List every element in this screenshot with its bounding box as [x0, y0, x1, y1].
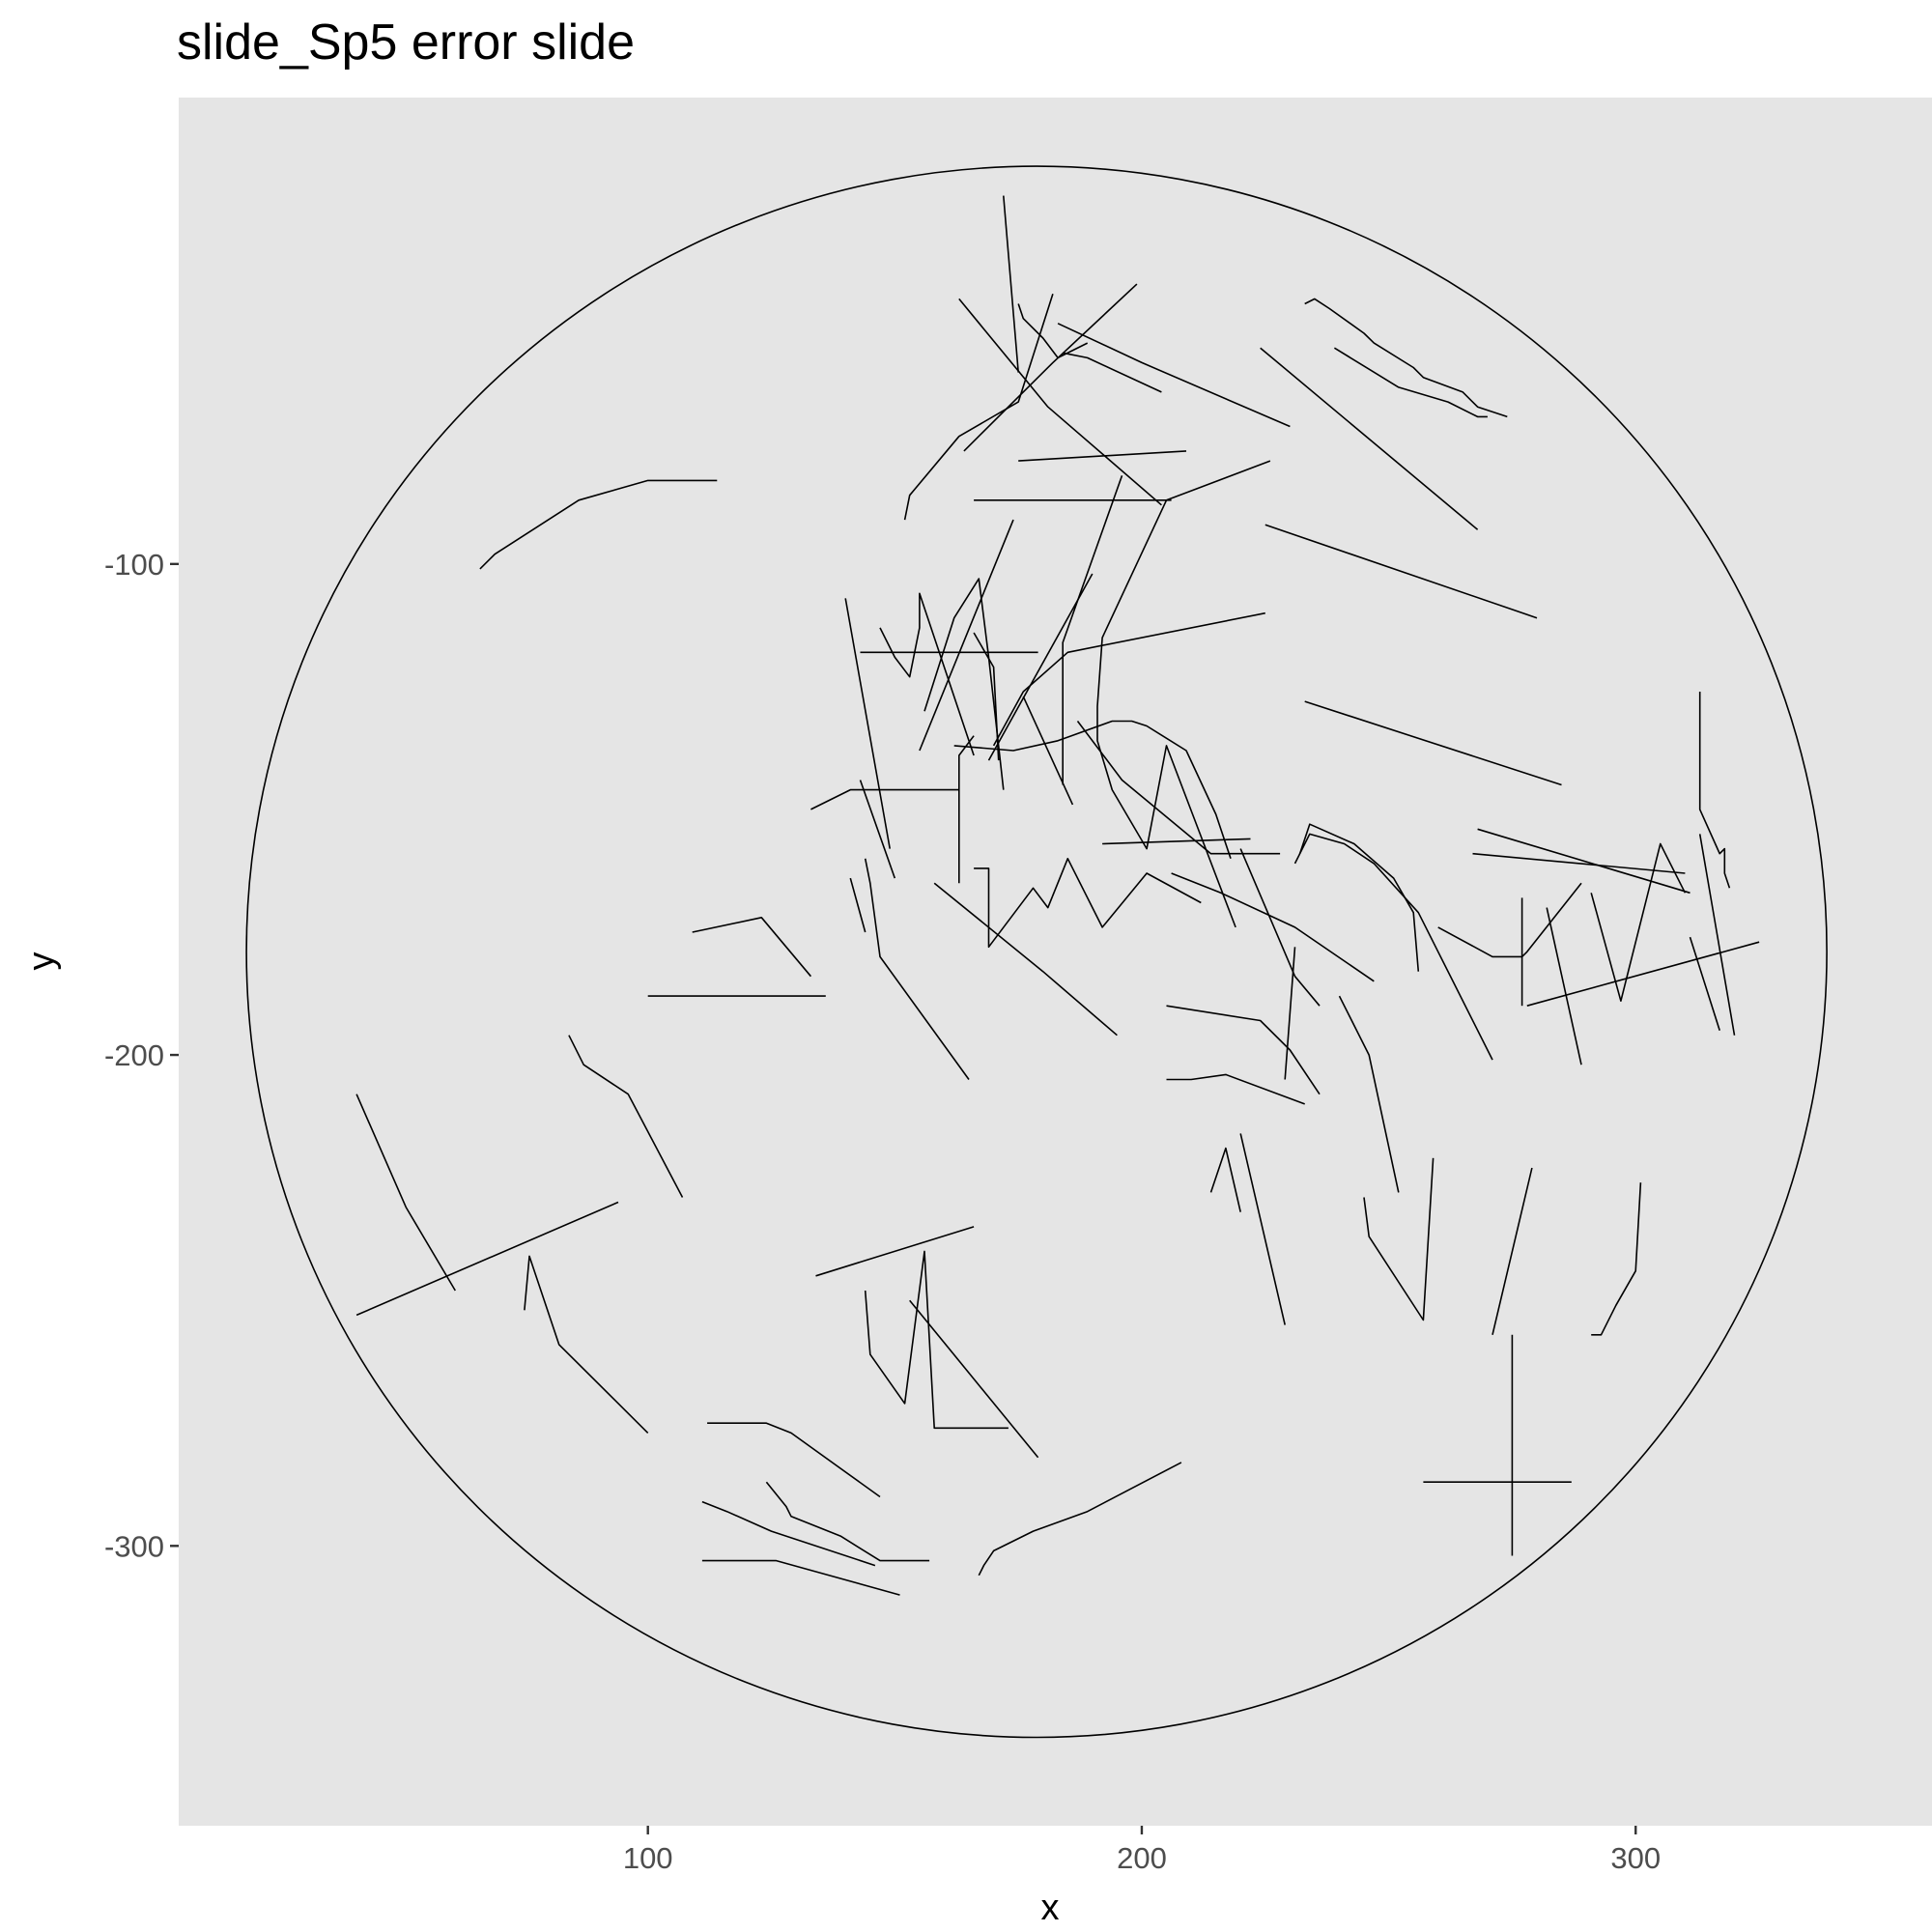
trajectory-line-s4: [963, 283, 1138, 452]
chart-title: slide_Sp5 error slide: [177, 14, 636, 71]
trajectory-line-s6: [1063, 352, 1162, 393]
trajectory-line-s56: [692, 916, 812, 978]
trajectory-line-s62: [1209, 1147, 1241, 1212]
trajectory-line-s74: [765, 1481, 930, 1562]
plot-panel: [179, 98, 1932, 1826]
trajectory-line-s36: [1293, 833, 1493, 1061]
x-tick-label-200: 200: [1117, 1841, 1167, 1875]
trajectory-line-s26: [957, 735, 975, 884]
trajectory-line-s59: [355, 1094, 456, 1292]
trajectory-line-s13: [1304, 298, 1508, 418]
trajectory-line-s15: [1333, 347, 1488, 418]
trajectory-line-s58: [568, 1035, 684, 1198]
trajectory-line-s22: [923, 578, 1005, 790]
trajectory-line-s39: [1239, 848, 1321, 1007]
trajectory-line-s30: [1304, 700, 1562, 786]
trajectory-line-s55: [1166, 1073, 1305, 1105]
trajectory-line-s43: [974, 857, 1202, 949]
trajectory-line-s21: [919, 519, 1014, 752]
trajectory-line-s12: [1166, 460, 1271, 501]
trajectory-line-s24: [987, 573, 1094, 761]
trajectory-line-s64: [1363, 1157, 1435, 1321]
boundary-circle: [245, 165, 1828, 1739]
trajectory-line-s48: [1590, 842, 1687, 1002]
trajectory-line-s42: [933, 882, 1118, 1037]
trajectory-line-s28: [953, 720, 1232, 860]
x-axis-title: x: [1041, 1888, 1060, 1928]
trajectory-line-s49: [1698, 834, 1736, 1036]
trajectory-line-s65: [1492, 1167, 1533, 1335]
trajectory-line-s7: [1057, 323, 1291, 428]
trajectory-line-s61: [524, 1255, 649, 1434]
trajectory-line-s47: [1546, 907, 1582, 1065]
trajectory-line-s18: [844, 598, 891, 849]
trajectory-line-s25: [992, 611, 1265, 747]
trajectory-line-s3: [903, 294, 1054, 521]
trajectory-line-s73: [701, 1500, 876, 1567]
x-tick-label-300: 300: [1610, 1841, 1661, 1875]
trajectory-line-s41: [864, 858, 970, 1080]
trajectory-line-s11: [1096, 499, 1236, 928]
y-tick-label--300: -300: [104, 1529, 164, 1563]
trajectory-line-s23: [973, 632, 1000, 761]
trajectory-line-s67: [815, 1226, 975, 1277]
trajectory-line-s50: [1689, 936, 1720, 1031]
trajectory-line-s66: [1591, 1182, 1642, 1336]
trajectory-line-s8: [1018, 450, 1187, 462]
trajectory-line-s51: [1526, 941, 1760, 1007]
trajectory-line-s33: [849, 877, 867, 933]
trajectory-line-s70: [707, 1422, 881, 1498]
trajectory-line-s2: [958, 298, 1162, 506]
trajectory-line-s76: [978, 1462, 1182, 1577]
trajectory-line-s5: [1017, 303, 1089, 359]
trajectory-line-s35: [1298, 823, 1420, 972]
trajectory-line-s34: [1102, 838, 1251, 845]
trajectory-line-s44: [1171, 872, 1375, 982]
y-axis-title: y: [21, 952, 62, 971]
trajectory-line-s40: [1698, 692, 1731, 889]
trajectory-line-s54: [1338, 995, 1400, 1193]
trajectory-line-s20: [879, 592, 975, 756]
trajectory-line-s10: [1062, 475, 1123, 785]
y-tick-label--100: -100: [104, 548, 164, 582]
trajectory-line-s60: [355, 1201, 619, 1317]
trajectory-line-s69: [909, 1299, 1039, 1459]
trajectory-line-s27: [1022, 696, 1074, 806]
trajectory-line-s14: [1260, 347, 1479, 530]
trajectory-line-s37: [1477, 828, 1690, 895]
trajectory-line-s38: [1472, 852, 1686, 874]
trajectory-line-s52: [1166, 1005, 1321, 1095]
trajectory-line-s75: [701, 1559, 900, 1596]
x-tick-label-100: 100: [623, 1841, 673, 1875]
y-tick-label--200: -200: [104, 1038, 164, 1072]
trajectory-line-s68: [864, 1250, 1009, 1430]
trajectory-line-s29: [1076, 721, 1281, 855]
trajectory-line-s31: [859, 780, 896, 879]
trajectory-line-s53: [1284, 947, 1296, 1080]
trajectory-line-s1: [1003, 195, 1019, 373]
trajectory-line-s63: [1239, 1133, 1286, 1325]
trajectory-line-s32: [810, 788, 959, 810]
trajectory-line-s16: [479, 479, 718, 570]
trajectory-line-s17: [1264, 524, 1538, 619]
